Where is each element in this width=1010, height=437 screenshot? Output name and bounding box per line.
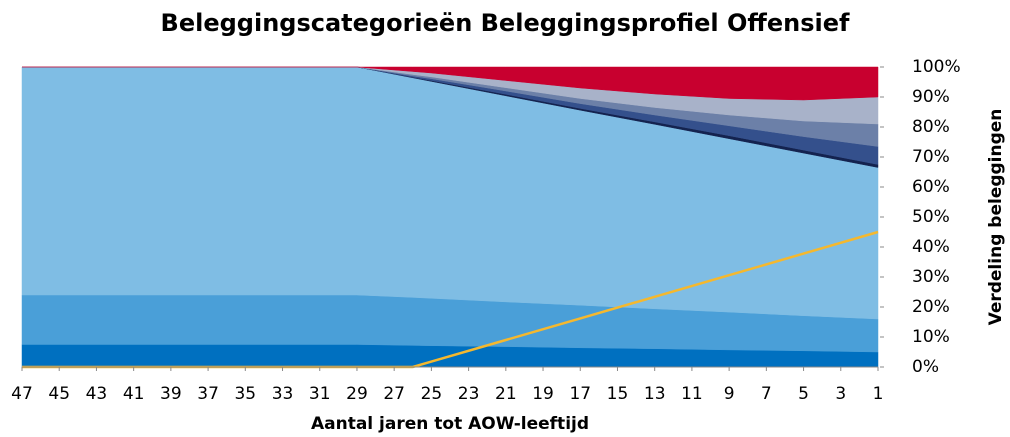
y-tick-label: 60% [912, 177, 950, 197]
x-axis-label: Aantal jaren tot AOW-leeftijd [311, 414, 589, 434]
x-tick-label: 41 [123, 384, 145, 404]
y-tick-label: 100% [912, 57, 961, 77]
x-tick-label: 37 [197, 384, 219, 404]
y-tick-label: 80% [912, 117, 950, 137]
y-axis-label: Verdeling beleggingen [986, 109, 1006, 326]
y-tick-label: 0% [912, 357, 939, 377]
y-tick-label: 40% [912, 237, 950, 257]
x-tick-label: 5 [798, 384, 809, 404]
x-tick-label: 43 [86, 384, 108, 404]
y-tick-label: 10% [912, 327, 950, 347]
x-tick-label: 19 [532, 384, 554, 404]
y-tick-label: 70% [912, 147, 950, 167]
x-tick-label: 21 [495, 384, 517, 404]
x-tick-label: 27 [383, 384, 405, 404]
y-tick-label: 50% [912, 207, 950, 227]
chart-title: Beleggingscategorieën Beleggingsprofiel … [161, 9, 850, 37]
x-tick-label: 25 [421, 384, 443, 404]
y-tick-label: 20% [912, 297, 950, 317]
x-tick-label: 33 [272, 384, 294, 404]
x-tick-label: 3 [835, 384, 846, 404]
x-tick-label: 15 [607, 384, 629, 404]
x-tick-label: 1 [873, 384, 884, 404]
x-tick-label: 7 [761, 384, 772, 404]
y-tick-label: 90% [912, 87, 950, 107]
y-tick-label: 30% [912, 267, 950, 287]
x-tick-label: 9 [724, 384, 735, 404]
x-tick-label: 11 [681, 384, 703, 404]
x-tick-label: 13 [644, 384, 666, 404]
x-tick-label: 39 [160, 384, 182, 404]
x-tick-label: 23 [458, 384, 480, 404]
x-tick-label: 47 [11, 384, 33, 404]
x-tick-label: 17 [569, 384, 591, 404]
x-tick-label: 29 [346, 384, 368, 404]
x-tick-label: 31 [309, 384, 331, 404]
area-layer [22, 66, 879, 101]
x-tick-label: 35 [234, 384, 256, 404]
x-tick-label: 45 [48, 384, 70, 404]
